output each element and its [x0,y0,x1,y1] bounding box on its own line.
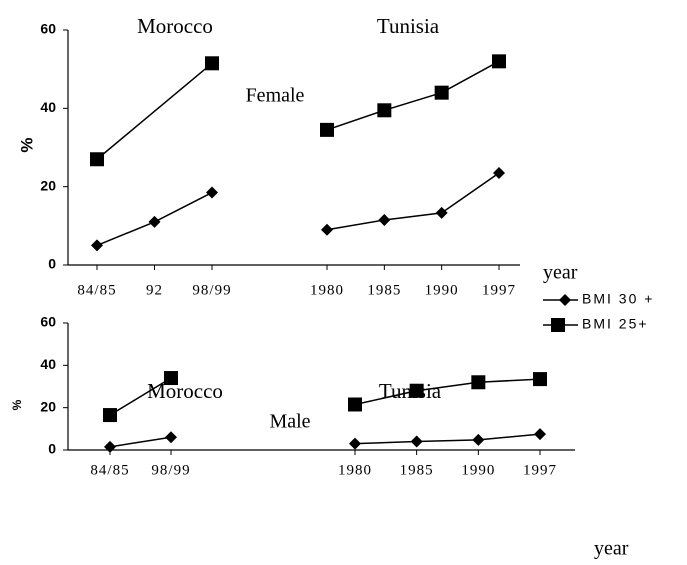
x-tick-label: 1997 [482,282,516,298]
square-marker [533,372,547,387]
y-tick-label: 60 [40,314,56,330]
square-marker [492,54,506,69]
square-marker [409,383,424,398]
chart-title: Male [269,411,310,433]
x-tick-label: 1997 [523,462,557,478]
x-tick-label: 84/85 [77,282,116,298]
x-tick-label: 1990 [461,462,495,478]
x-tick-label: 1985 [367,282,401,298]
series-line [354,433,541,445]
y-axis-label: % [17,137,36,152]
diamond-marker [104,440,116,453]
y-tick-label: 20 [40,177,56,193]
square-marker [103,408,117,423]
chart-title: Female [246,85,305,107]
group-title: Morocco [137,14,213,38]
x-tick-label: 98/99 [151,462,190,478]
diamond-marker [378,213,391,226]
diamond-marker [165,431,177,444]
legend-label: BMI 30 + [582,291,654,307]
x-axis-label: year [543,262,578,284]
series-line [326,60,500,131]
diamond-marker [435,206,448,219]
y-tick-label: 40 [40,356,56,372]
y-tick-label: 0 [48,441,56,457]
x-tick-label: 1990 [425,282,459,298]
diamond-marker [559,294,571,306]
diamond-marker [349,437,361,450]
series-line [109,436,172,448]
square-marker [320,122,334,137]
y-axis-label: % [10,399,24,410]
legend-label: BMI 25+ [582,316,649,332]
x-tick-label: 1980 [338,462,372,478]
group-title: Tunisia [377,14,440,38]
x-tick-label: 1985 [400,462,434,478]
square-marker [377,103,392,118]
series-line [96,62,213,160]
diamond-marker [493,166,505,179]
square-marker [471,375,486,390]
series-line [354,378,541,406]
series-line [326,172,500,231]
diamond-marker [472,433,485,446]
x-tick-label: 98/99 [192,282,231,298]
square-marker [434,85,449,100]
diamond-marker [91,239,103,252]
square-marker [205,56,219,71]
x-tick-label: 1980 [310,282,344,298]
square-marker [551,318,565,332]
y-tick-label: 20 [40,398,56,414]
y-tick-label: 60 [40,21,56,37]
x-tick-label: 84/85 [90,462,129,478]
diamond-marker [410,435,423,448]
x-axis-label: year [594,538,629,560]
diamond-marker [534,428,546,441]
group-title: Morocco [147,379,223,403]
x-tick-label: 92 [146,282,163,298]
y-tick-label: 40 [40,99,56,115]
diamond-marker [148,215,161,228]
square-marker [164,371,178,386]
series-line [109,377,172,416]
diamond-marker [206,186,218,199]
square-marker [90,152,104,167]
y-tick-label: 0 [48,256,56,272]
diamond-marker [321,223,333,236]
square-marker [348,397,362,412]
